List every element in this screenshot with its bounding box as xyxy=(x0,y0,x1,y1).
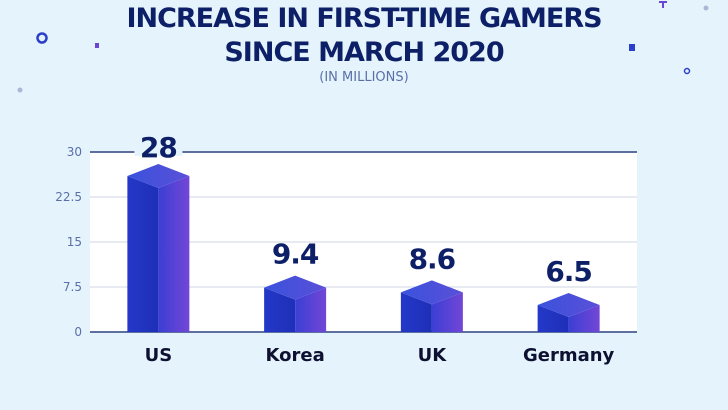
bar-side-face xyxy=(431,292,463,332)
bar-side-face xyxy=(568,305,600,332)
x-tick-label: Korea xyxy=(266,345,325,366)
title-line-1: INCREASE IN FIRST-TIME GAMERS xyxy=(126,3,602,34)
bar-front-face xyxy=(537,305,569,332)
y-tick-label: 30 xyxy=(67,145,82,159)
title-line-2: SINCE MARCH 2020 xyxy=(224,37,504,68)
x-tick-label: UK xyxy=(418,345,448,366)
bar-top-face xyxy=(537,293,600,317)
y-tick-label: 7.5 xyxy=(63,280,82,294)
bar-front-face xyxy=(127,176,159,332)
chart-title: INCREASE IN FIRST-TIME GAMERS SINCE MARC… xyxy=(0,2,728,70)
bar-top-face xyxy=(127,164,190,188)
y-tick-label: 15 xyxy=(67,235,82,249)
data-label: 6.5 xyxy=(545,255,592,288)
decor-cross xyxy=(659,1,667,8)
decor-square xyxy=(95,43,99,48)
bar-front-face xyxy=(264,287,296,332)
bar-top-face xyxy=(400,280,463,305)
chart-subtitle: (IN MILLIONS) xyxy=(319,70,409,85)
decor-dot xyxy=(703,5,709,11)
decor-dot xyxy=(17,87,23,93)
decor-circle xyxy=(36,32,48,44)
data-label: 28 xyxy=(140,131,177,164)
bar-side-face xyxy=(158,176,190,332)
bar-top-face xyxy=(264,275,327,300)
bar-side-face xyxy=(295,287,327,332)
decor-square xyxy=(629,44,635,51)
y-tick-label: 22.5 xyxy=(55,190,82,204)
x-tick-label: Germany xyxy=(523,345,615,366)
data-label: 9.4 xyxy=(272,238,319,271)
y-tick-label: 0 xyxy=(74,325,82,339)
bar-front-face xyxy=(400,292,432,332)
label-backdrop xyxy=(134,148,183,156)
data-label: 8.6 xyxy=(409,242,456,275)
decor-circle xyxy=(683,67,691,75)
x-tick-label: US xyxy=(145,345,173,366)
